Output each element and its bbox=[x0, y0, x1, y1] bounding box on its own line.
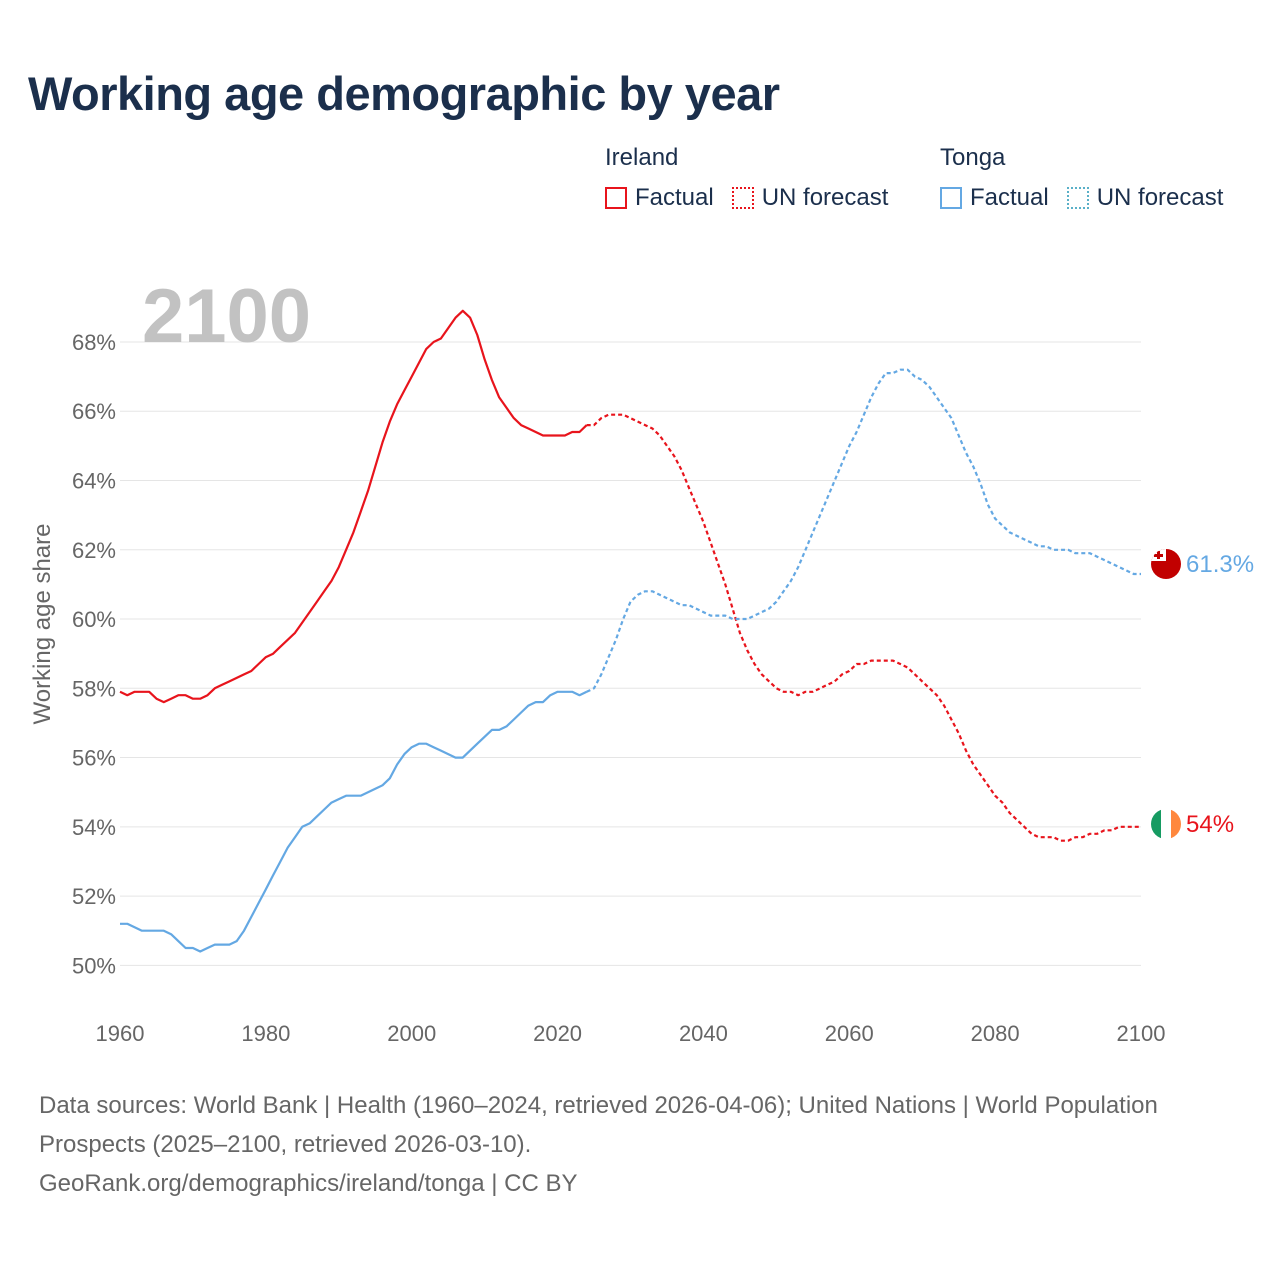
series-lines bbox=[119, 309, 1141, 953]
x-tick-label: 2000 bbox=[387, 1021, 436, 1046]
legend-label: Factual bbox=[970, 184, 1049, 211]
tonga-flag-icon bbox=[1151, 549, 1181, 579]
x-tick-label: 2080 bbox=[971, 1021, 1020, 1046]
data-sources-text: Data sources: World Bank | Health (1960–… bbox=[39, 1092, 1158, 1158]
y-tick-label: 50% bbox=[72, 953, 116, 978]
legend-item-tonga-factual[interactable]: Factual bbox=[940, 184, 1049, 212]
y-tick-label: 52% bbox=[72, 884, 116, 909]
y-tick-label: 64% bbox=[72, 468, 116, 493]
legend-group-ireland: Ireland Factual UN forecast bbox=[605, 144, 888, 212]
y-tick-label: 58% bbox=[72, 676, 116, 701]
tonga-end-value: 61.3% bbox=[1186, 551, 1254, 578]
x-tick-label: 2100 bbox=[1117, 1021, 1166, 1046]
attribution-link[interactable]: GeoRank.org/demographics/ireland/tonga |… bbox=[39, 1170, 578, 1197]
legend-item-ireland-factual[interactable]: Factual bbox=[605, 184, 714, 212]
legend-title-tonga: Tonga bbox=[940, 144, 1006, 171]
y-tick-label: 56% bbox=[72, 746, 116, 771]
ireland-end-value: 54% bbox=[1186, 811, 1234, 838]
chart-title: Working age demographic by year bbox=[28, 67, 780, 120]
y-axis-title: Working age share bbox=[29, 524, 56, 725]
ireland-forecast-swatch bbox=[731, 187, 754, 209]
legend-group-tonga: Tonga Factual UN forecast bbox=[940, 144, 1223, 212]
y-tick-label: 54% bbox=[72, 815, 116, 840]
x-tick-label: 2040 bbox=[679, 1021, 728, 1046]
tonga-forecast-swatch bbox=[1066, 187, 1089, 209]
legend-item-ireland-forecast[interactable]: UN forecast bbox=[731, 184, 889, 212]
y-tick-label: 66% bbox=[72, 399, 116, 424]
y-tick-label: 62% bbox=[72, 538, 116, 563]
ireland-factual-swatch bbox=[605, 187, 627, 209]
legend-label: UN forecast bbox=[1096, 184, 1224, 211]
tonga-forecast-line bbox=[586, 368, 1141, 693]
legend-label: Factual bbox=[635, 184, 714, 211]
y-axis: 50% 52% 54% 56% 58% 60% 62% 64% 66% 68% bbox=[72, 330, 116, 978]
y-tick-label: 60% bbox=[72, 607, 116, 632]
legend-item-tonga-forecast[interactable]: UN forecast bbox=[1066, 184, 1224, 212]
legend-label: UN forecast bbox=[761, 184, 889, 211]
x-tick-label: 1980 bbox=[241, 1021, 290, 1046]
ireland-forecast-line bbox=[586, 413, 1141, 842]
x-axis: 1960 1980 2000 2020 2040 2060 2080 2100 bbox=[96, 1021, 1166, 1046]
tonga-factual-swatch bbox=[940, 187, 962, 209]
line-chart: 50% 52% 54% 56% 58% 60% 62% 64% 66% 68% 1960 1980 2… bbox=[29, 274, 1254, 1046]
x-tick-label: 2020 bbox=[533, 1021, 582, 1046]
tonga-factual-line bbox=[120, 690, 588, 953]
current-year-label: 2100 bbox=[142, 274, 311, 359]
footer-sources: Data sources: World Bank | Health (1960–… bbox=[39, 1086, 1159, 1203]
y-tick-label: 68% bbox=[72, 330, 116, 355]
ireland-factual-line bbox=[119, 309, 588, 704]
legend-title-ireland: Ireland bbox=[605, 144, 679, 171]
ireland-flag-icon bbox=[1151, 809, 1181, 839]
x-tick-label: 1960 bbox=[96, 1021, 145, 1046]
x-tick-label: 2060 bbox=[825, 1021, 874, 1046]
